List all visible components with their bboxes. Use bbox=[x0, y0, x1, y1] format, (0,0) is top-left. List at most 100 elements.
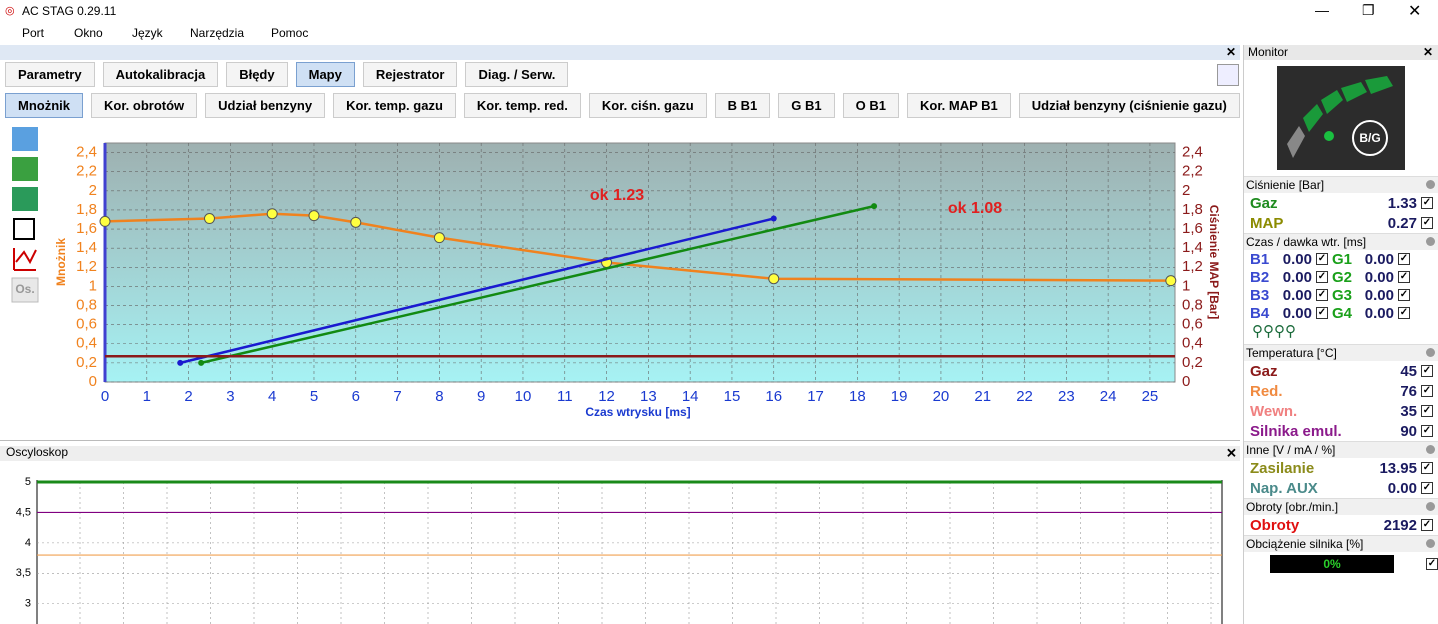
subtab[interactable]: Kor. ciśn. gazu bbox=[588, 93, 707, 118]
x-tick-label: 1 bbox=[143, 388, 151, 405]
tool-icon[interactable] bbox=[12, 157, 38, 181]
tab[interactable]: Diag. / Serw. bbox=[465, 62, 569, 87]
y-tick-label: 1 bbox=[89, 277, 97, 294]
subtab[interactable]: Mnożnik bbox=[5, 93, 83, 118]
label: B2 bbox=[1250, 268, 1270, 286]
x-tick-label: 23 bbox=[1058, 388, 1075, 405]
y-tick-label: 1,6 bbox=[76, 220, 97, 237]
minimize[interactable]: — bbox=[1315, 2, 1329, 18]
title-bar: ◎ AC STAG 0.29.11 — ❐ ✕ bbox=[0, 0, 1438, 22]
checkbox[interactable]: ✓ bbox=[1398, 253, 1410, 265]
subtab[interactable]: Kor. temp. red. bbox=[463, 93, 581, 118]
value: 0.00 bbox=[1364, 250, 1394, 268]
checkbox[interactable]: ✓ bbox=[1421, 217, 1433, 229]
x-tick-label: 0 bbox=[101, 388, 109, 405]
menu-item[interactable]: Port bbox=[22, 26, 45, 40]
gauge-dot bbox=[1324, 131, 1334, 141]
row: B1 0.00 ✓ G1 0.00 ✓ bbox=[1244, 250, 1438, 268]
gauge-bar bbox=[1287, 126, 1305, 158]
row: Gaz 45 ✓ bbox=[1244, 361, 1438, 381]
monitor-panel: Monitor ✕ B/G Ciśnienie [Bar] Gaz 1.33 ✓ MAP 0.2… bbox=[1243, 45, 1438, 624]
subtab[interactable]: Kor. MAP B1 bbox=[906, 93, 1011, 118]
x-tick-label: 17 bbox=[807, 388, 824, 405]
checkbox[interactable]: ✓ bbox=[1398, 289, 1410, 301]
y-tick-label: 5 bbox=[25, 476, 31, 488]
y-tick-label: 2,2 bbox=[76, 163, 97, 180]
subtab[interactable]: Kor. temp. gazu bbox=[333, 93, 456, 118]
tool-icon[interactable] bbox=[13, 218, 35, 240]
checkbox[interactable]: ✓ bbox=[1316, 271, 1328, 283]
row: Red. 76 ✓ bbox=[1244, 381, 1438, 401]
close[interactable]: ✕ bbox=[1422, 45, 1433, 59]
tab[interactable]: Parametry bbox=[5, 62, 95, 87]
x-tick-label: 6 bbox=[352, 388, 360, 405]
panel-header bbox=[0, 446, 1240, 461]
menu-item[interactable]: Narzędzia bbox=[190, 26, 245, 40]
close[interactable]: ✕ bbox=[1408, 3, 1422, 20]
x-tick-label: 7 bbox=[393, 388, 401, 405]
label: Zasilanie bbox=[1250, 459, 1315, 477]
checkbox[interactable]: ✓ bbox=[1421, 462, 1433, 474]
tool-icon[interactable] bbox=[12, 127, 38, 151]
checkbox[interactable]: ✓ bbox=[1426, 558, 1438, 570]
section-header: Obroty [obr./min.] bbox=[1244, 498, 1438, 515]
value: 35 bbox=[1400, 402, 1417, 420]
menu-item[interactable]: Pomoc bbox=[271, 26, 309, 40]
checkbox[interactable]: ✓ bbox=[1398, 307, 1410, 319]
menu-item[interactable]: Okno bbox=[74, 26, 103, 40]
row: Wewn. 35 ✓ bbox=[1244, 401, 1438, 421]
checkbox[interactable]: ✓ bbox=[1316, 289, 1328, 301]
close[interactable]: ✕ bbox=[1225, 45, 1236, 59]
subtab[interactable]: Udział benzyny (ciśnienie gazu) bbox=[1018, 93, 1240, 118]
checkbox[interactable]: ✓ bbox=[1316, 307, 1328, 319]
x-tick-label: 20 bbox=[933, 388, 950, 405]
checkbox[interactable]: ✓ bbox=[1421, 405, 1433, 417]
label: G1 bbox=[1332, 250, 1353, 268]
subtab[interactable]: Udział benzyny bbox=[205, 93, 326, 118]
row: B2 0.00 ✓ G2 0.00 ✓ bbox=[1244, 268, 1438, 286]
close[interactable]: ✕ bbox=[1226, 445, 1237, 460]
checkbox[interactable]: ✓ bbox=[1421, 519, 1433, 531]
maximize[interactable]: ❐ bbox=[1362, 2, 1375, 18]
value: 0.00 bbox=[1387, 479, 1417, 497]
checkbox[interactable]: ✓ bbox=[1398, 271, 1410, 283]
series-line bbox=[200, 204, 875, 365]
checkbox[interactable]: ✓ bbox=[1421, 365, 1433, 377]
value: 1.33 bbox=[1387, 194, 1417, 212]
x-tick-label: 4 bbox=[268, 388, 276, 405]
label: Gaz bbox=[1250, 194, 1278, 212]
value: 0.00 bbox=[1364, 286, 1394, 304]
subtab[interactable]: Kor. obrotów bbox=[91, 93, 198, 118]
point bbox=[1165, 275, 1177, 287]
gauge-bar bbox=[1303, 104, 1323, 132]
tab[interactable]: Błędy bbox=[226, 62, 288, 87]
tool-button[interactable] bbox=[1217, 64, 1239, 86]
y-tick-label: 3,5 bbox=[16, 567, 31, 579]
tab[interactable]: Rejestrator bbox=[362, 62, 458, 87]
checkbox[interactable]: ✓ bbox=[1421, 482, 1433, 494]
checkbox[interactable]: ✓ bbox=[1421, 425, 1433, 437]
checkbox[interactable]: ✓ bbox=[1421, 385, 1433, 397]
gauge-label: B/G bbox=[1359, 131, 1380, 145]
button-label: Os. bbox=[15, 282, 34, 296]
y2-tick-label: 0,6 bbox=[1182, 316, 1203, 333]
checkbox[interactable]: ✓ bbox=[1421, 197, 1433, 209]
subtab[interactable]: O B1 bbox=[842, 93, 899, 118]
row: Silnika emul. 90 ✓ bbox=[1244, 421, 1438, 441]
point bbox=[871, 203, 878, 210]
y2-tick-label: 1,8 bbox=[1182, 201, 1203, 218]
subtab[interactable]: B B1 bbox=[714, 93, 771, 118]
tool-icon[interactable] bbox=[13, 248, 37, 271]
checkbox[interactable]: ✓ bbox=[1316, 253, 1328, 265]
menu-item[interactable]: Język bbox=[132, 26, 163, 40]
row: Zasilanie 13.95 ✓ bbox=[1244, 458, 1438, 478]
value: 45 bbox=[1400, 362, 1417, 380]
x-tick-label: 10 bbox=[515, 388, 532, 405]
subtab[interactable]: G B1 bbox=[778, 93, 835, 118]
tab[interactable]: Mapy bbox=[295, 62, 355, 87]
tool-button[interactable] bbox=[11, 277, 39, 303]
section-header: Inne [V / mA / %] bbox=[1244, 441, 1438, 458]
tool-icon[interactable] bbox=[12, 187, 38, 211]
tab[interactable]: Autokalibracja bbox=[102, 62, 219, 87]
y-axis-label: Mnożnik bbox=[54, 238, 68, 286]
